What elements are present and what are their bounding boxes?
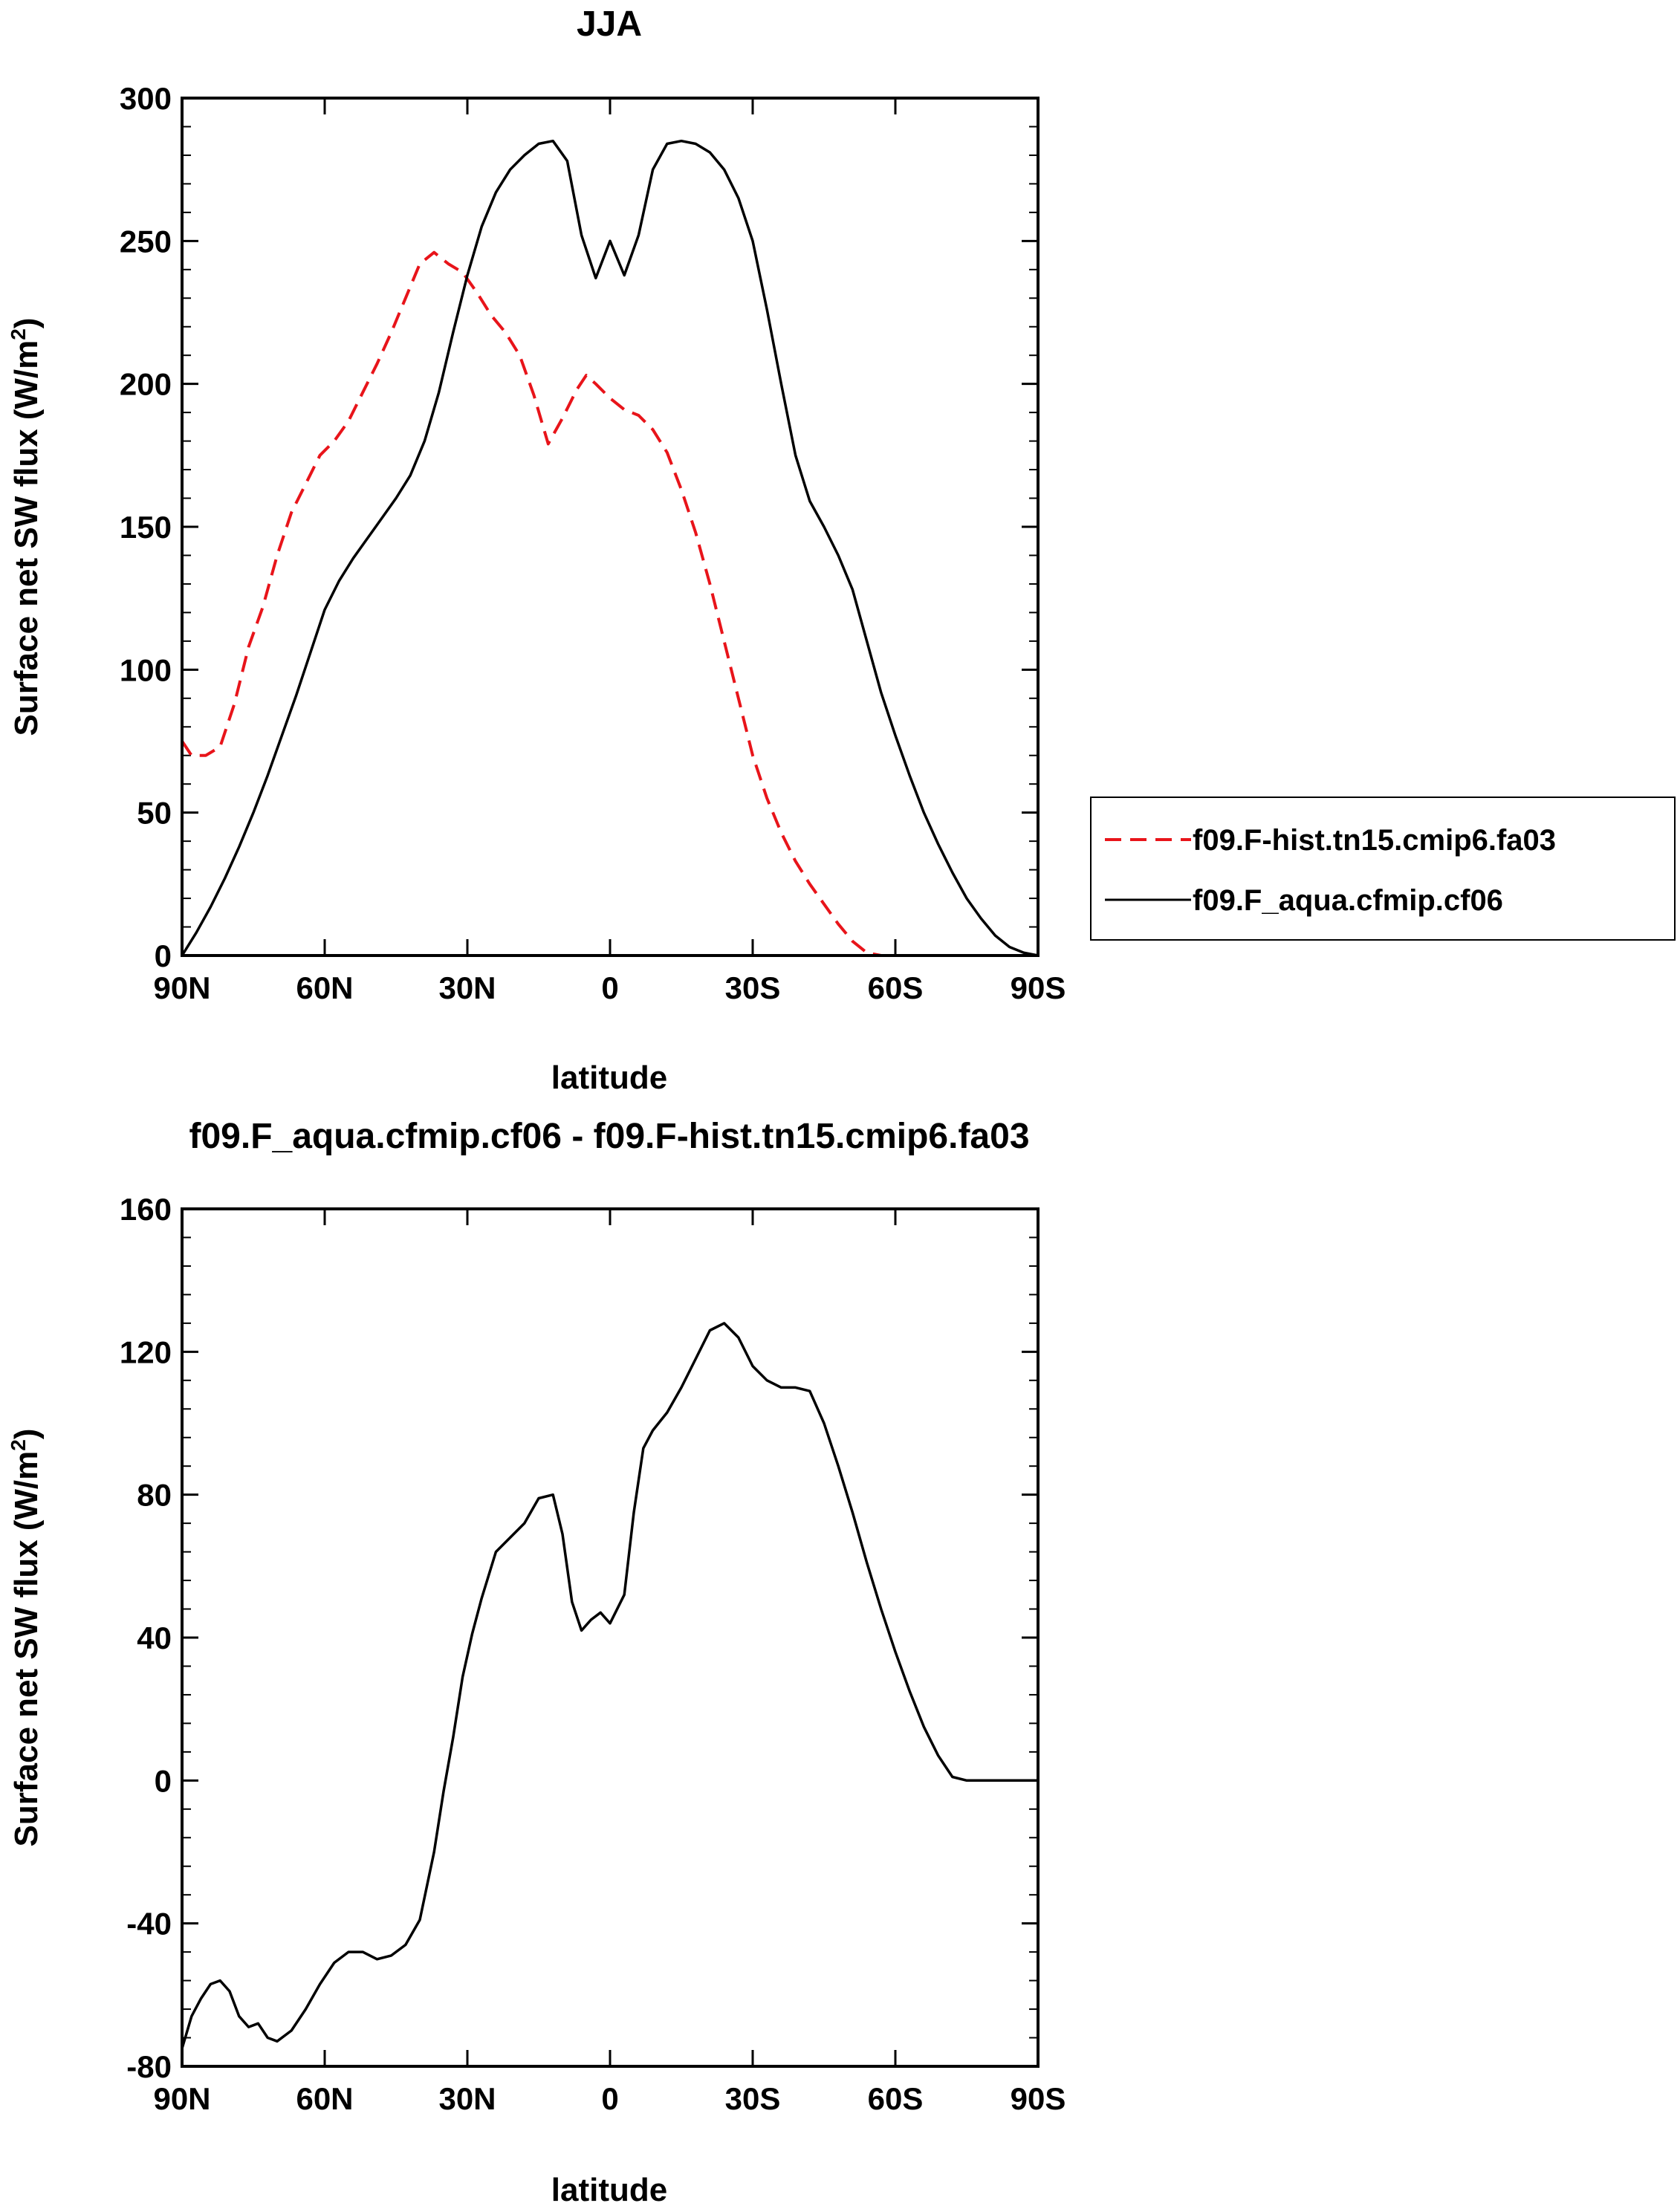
chart-bottom-y-tick-labels: -80 -40 0 40 80 120 160: [120, 1192, 172, 2084]
x-tick-label: 60S: [868, 970, 924, 1005]
legend-label-aqua: f09.F_aqua.cfmip.cf06: [1193, 884, 1503, 917]
chart-top-ylabel-unit: (W/m: [8, 340, 45, 421]
x-tick-label: 30S: [725, 2081, 781, 2116]
y-tick-label: 300: [120, 81, 172, 116]
chart-top-ylabel-unit-exp: 2: [7, 328, 30, 340]
series-line-1: [181, 139, 1039, 957]
series-line-0: [181, 1322, 1038, 2049]
x-tick-label: 0: [601, 2081, 618, 2116]
chart-bottom-frame: [181, 1207, 1040, 2068]
y-tick-label: 150: [120, 510, 172, 545]
y-tick-label: 0: [155, 938, 172, 973]
chart-bottom: f09.F_aqua.cfmip.cf06 - f09.F-hist.tn15.…: [7, 1117, 1066, 2206]
y-tick-label: -80: [126, 2049, 172, 2084]
chart-top: JJA 90N 60N 30N 0 30S 60S 90S 0 50 100 150 200 250 3…: [7, 4, 1676, 1096]
x-tick-label: 30N: [438, 970, 496, 1005]
y-tick-label: 100: [120, 652, 172, 687]
x-tick-label: 90N: [153, 2081, 210, 2116]
x-tick-label: 30S: [725, 970, 781, 1005]
chart-top-ylabel: Surface net SW flux (W/m2): [7, 318, 45, 736]
y-tick-label: 0: [155, 1763, 172, 1798]
chart-bottom-xlabel: latitude: [551, 2172, 667, 2206]
x-tick-label: 0: [601, 970, 618, 1005]
chart-top-xlabel: latitude: [551, 1060, 667, 1096]
chart-bottom-x-tick-labels: 90N 60N 30N 0 30S 60S 90S: [153, 2081, 1066, 2116]
legend-box: [1090, 797, 1676, 941]
chart-top-legend: f09.F-hist.tn15.cmip6.fa03 f09.F_aqua.cf…: [1090, 797, 1676, 941]
x-tick-label: 90S: [1011, 2081, 1066, 2116]
y-tick-label: 80: [137, 1478, 172, 1513]
y-tick-label: -40: [126, 1907, 172, 1941]
chart-bottom-ylabel: Surface net SW flux (W/m2): [7, 1429, 45, 1847]
chart-top-frame: [181, 97, 1040, 957]
chart-bottom-title: f09.F_aqua.cfmip.cf06 - f09.F-hist.tn15.…: [189, 1117, 1029, 1156]
x-tick-label: 90S: [1011, 970, 1066, 1005]
chart-top-ylabel-text: Surface net SW flux: [8, 429, 45, 736]
chart-bottom-ylabel-unit: (W/m: [8, 1451, 45, 1531]
chart-bottom-ylabel-unit-close: ): [8, 1429, 45, 1440]
y-tick-label: 250: [120, 224, 172, 259]
x-tick-label: 60N: [296, 2081, 353, 2116]
chart-bottom-ticks: [181, 1207, 1040, 2068]
x-tick-label: 90N: [153, 970, 210, 1005]
chart-top-x-tick-labels: 90N 60N 30N 0 30S 60S 90S: [153, 970, 1066, 1005]
chart-bottom-series: [181, 1322, 1038, 2049]
legend-label-hist: f09.F-hist.tn15.cmip6.fa03: [1193, 824, 1556, 857]
x-tick-label: 30N: [438, 2081, 496, 2116]
chart-top-title: JJA: [577, 4, 642, 44]
y-tick-label: 160: [120, 1192, 172, 1227]
x-tick-label: 60N: [296, 970, 353, 1005]
chart-bottom-ylabel-unit-exp: 2: [7, 1439, 30, 1451]
chart-top-series: [181, 139, 1039, 957]
chart-bottom-ylabel-text: Surface net SW flux: [8, 1540, 45, 1847]
y-tick-label: 40: [137, 1621, 172, 1655]
chart-top-ylabel-unit-close: ): [8, 318, 45, 329]
series-line-0: [181, 250, 1038, 957]
y-tick-label: 120: [120, 1334, 172, 1369]
y-tick-label: 50: [137, 796, 172, 831]
chart-top-y-tick-labels: 0 50 100 150 200 250 300: [120, 81, 172, 973]
y-tick-label: 200: [120, 367, 172, 402]
x-tick-label: 60S: [868, 2081, 924, 2116]
chart-top-ticks: [181, 97, 1040, 957]
